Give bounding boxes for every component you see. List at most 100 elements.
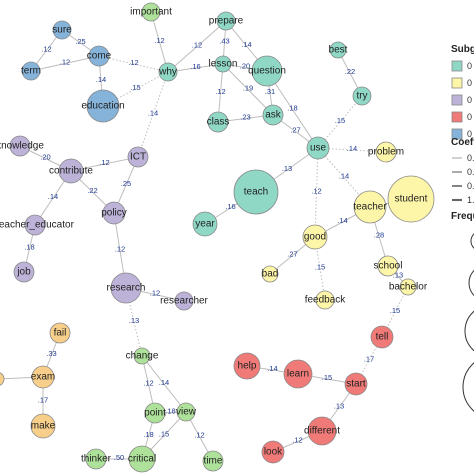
node-label: prepare [209,16,244,27]
edge-weight: .12 [115,244,125,253]
node-label: school [374,261,403,272]
edge-weight: .15 [159,429,169,438]
edge-weight: .14 [241,40,251,49]
edge-weight: .14 [267,364,277,373]
node-view [176,402,196,422]
node-label: start [346,379,366,390]
node-label: look [264,447,283,458]
legend-subgroup-label: 0 [467,112,472,122]
edge-weight: .12 [41,44,51,53]
node-label: policy [101,208,127,219]
node-label: important [130,7,172,18]
node-label: exam [31,372,55,383]
node-label: contribute [49,166,93,177]
edge-important-why [150,11,169,73]
node-class [207,111,229,133]
node-label: good [304,232,326,243]
node-student [387,175,435,223]
node-term [21,61,41,81]
node-left_edge [0,372,5,386]
edge-why-prepare [167,20,227,73]
node-label: student [395,194,428,205]
node-ict [127,146,149,168]
node-label: point [144,408,166,419]
edge-weight: .12 [154,36,164,45]
edge-weight: .13 [393,270,403,279]
node-label: try [356,91,367,102]
node-label: problem [368,147,404,158]
legend-subgroup-swatch [451,128,463,140]
edge-weight: .12 [192,40,202,49]
node-why [158,62,178,82]
edge-use-teacher [317,147,371,208]
edge-weight: .22 [345,67,355,76]
node-sure [52,20,72,40]
legend-subgroup-swatch [451,94,463,106]
edge-weight: .15 [315,262,325,271]
legend-coeff-label: 0. [467,153,474,163]
node-label: best [329,45,348,56]
node-label: thinker [81,454,112,465]
node-label: term [21,66,41,77]
legend: Subgr00000Coeff0.0.0.1.Frequ [451,44,474,412]
edge-weight: .16 [225,202,235,211]
edge-weight: .12 [143,378,153,387]
node-knowledge [9,135,31,157]
edge-weight: .14 [148,108,158,117]
node-ask [262,104,284,126]
node-critical [128,445,156,473]
legend-coeff-title: Coeff [451,137,474,148]
edge-weight: .43 [219,36,229,45]
edge-weight: .12 [215,87,225,96]
node-education [86,89,120,123]
edge-why-ict [137,71,169,158]
node-question [251,55,283,87]
edge-weight: .33 [46,349,56,358]
node-label: job [16,267,31,278]
node-label: make [31,421,56,432]
legend-coeff-label: 0. [467,167,474,177]
node-label: help [238,361,257,372]
node-label: class [207,117,230,128]
edge-weight: .50 [114,453,124,462]
edge-weight: .25 [121,179,131,188]
node-label: bachelor [389,282,428,293]
legend-frequency-circle [468,269,474,297]
edge-weight: .12 [194,430,204,439]
edge-come-why [98,55,169,73]
edge-weight: .13 [334,401,344,410]
edge-weight: .19 [243,83,253,92]
edge-weight: .18 [287,103,297,112]
edge-weight: .12 [292,435,302,444]
node-school [377,255,399,277]
edge-weight: .31 [265,87,275,96]
node-label: feedback [305,295,347,306]
node-label: ICT [130,152,146,163]
edge-weight: .15 [390,306,400,315]
legend-subgroup-swatch [451,77,463,89]
legend-subgroup-swatch [451,60,463,72]
node-change [133,347,151,365]
node-problem [375,141,397,163]
edge-weight: .20 [240,61,250,70]
node-lesson [214,55,232,73]
node-label: ask [265,110,282,121]
edge-weight: .18 [143,430,153,439]
node-label: teacher_educator [0,220,75,231]
node-research [110,272,142,304]
node-teacher [353,190,387,224]
node-label: come [87,51,112,62]
edge-weight: .12 [128,58,138,67]
node-label: change [126,351,159,362]
legend-subgroup-label: 0 [467,78,472,88]
edge-change-view [141,355,187,413]
edge-weight: .18 [165,406,175,415]
legend-frequency-title: Frequ [451,211,474,222]
node-label: critical [128,454,156,465]
edge-weight: .14 [96,75,106,84]
edge-weight: .16 [190,62,200,71]
node-help [233,352,261,380]
node-label: time [204,456,223,467]
edge-term-come [30,55,100,72]
